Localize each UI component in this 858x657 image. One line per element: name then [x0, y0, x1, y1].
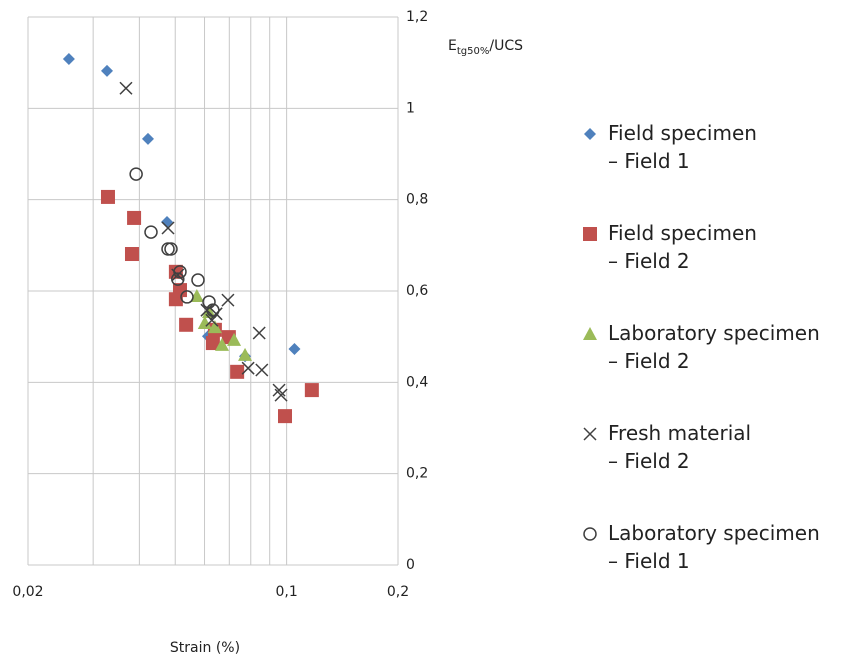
point [161, 242, 175, 256]
point [241, 361, 255, 375]
point [227, 332, 242, 346]
legend-marker [583, 527, 597, 541]
x-axis-label: Strain (%) [170, 640, 240, 656]
y-tick-label: 1 [406, 100, 415, 116]
legend-marker [584, 128, 596, 140]
point [129, 167, 143, 181]
legend-entry: Fresh material – Field 2 [583, 421, 751, 473]
point [119, 81, 133, 95]
legend-label: Laboratory specimen – Field 2 [608, 321, 820, 373]
point [221, 293, 235, 307]
legend-marker [583, 227, 597, 241]
point [207, 320, 222, 334]
point [101, 64, 114, 77]
point [191, 273, 205, 287]
legend-label: Fresh material – Field 2 [608, 421, 751, 473]
point [173, 265, 187, 279]
point [252, 326, 266, 340]
legend-marker [583, 427, 597, 441]
point [171, 272, 185, 286]
y-tick-label: 0 [406, 557, 415, 573]
point [180, 290, 194, 304]
point [100, 189, 115, 204]
point [274, 388, 288, 402]
y-tick-label: 1,2 [406, 9, 428, 25]
point [144, 225, 158, 239]
x-tick-label: 0,2 [387, 584, 409, 600]
legend-label: Laboratory specimen – Field 1 [608, 521, 820, 573]
point [164, 242, 178, 256]
legend-label: Field specimen – Field 2 [608, 221, 757, 273]
y-tick-label: 0,2 [406, 466, 428, 482]
y-tick-label: 0,8 [406, 192, 428, 208]
y-axis-label: Etg50%/UCS [448, 38, 523, 57]
point [62, 53, 75, 66]
point [179, 317, 194, 332]
point [272, 383, 286, 397]
point [278, 409, 293, 424]
point [124, 247, 139, 262]
point [304, 383, 319, 398]
point [172, 283, 187, 298]
point [161, 221, 175, 235]
x-tick-label: 0,02 [12, 584, 43, 600]
legend-entry: Field specimen – Field 2 [583, 221, 757, 273]
point [238, 347, 253, 361]
point [127, 210, 142, 225]
legend-label: Field specimen – Field 1 [608, 121, 757, 173]
point [206, 303, 220, 317]
point [230, 364, 245, 379]
x-tick-label: 0,1 [275, 584, 297, 600]
point [255, 363, 269, 377]
point [141, 132, 154, 145]
y-tick-label: 0,4 [406, 374, 428, 390]
point [209, 307, 223, 321]
point [197, 315, 212, 329]
legend-entry: Laboratory specimen – Field 1 [583, 521, 820, 573]
point [202, 295, 216, 309]
point [205, 336, 220, 351]
point [215, 337, 230, 351]
legend-entry: Laboratory specimen – Field 2 [583, 321, 820, 373]
y-tick-label: 0,6 [406, 283, 428, 299]
legend-marker [583, 327, 597, 340]
legend-entry: Field specimen – Field 1 [584, 121, 757, 173]
point [288, 342, 301, 355]
